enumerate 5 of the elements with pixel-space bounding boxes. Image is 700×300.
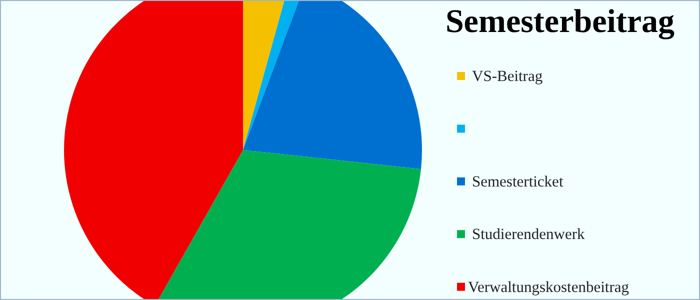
legend-label: Verwaltungskostenbeitrag bbox=[468, 278, 630, 296]
chart-title: Semesterbeitrag bbox=[445, 4, 676, 40]
legend-label: VS-Beitrag bbox=[472, 68, 543, 85]
legend-label: Semesterticket bbox=[472, 173, 564, 190]
legend-label: Studierendenwerk bbox=[472, 226, 586, 244]
